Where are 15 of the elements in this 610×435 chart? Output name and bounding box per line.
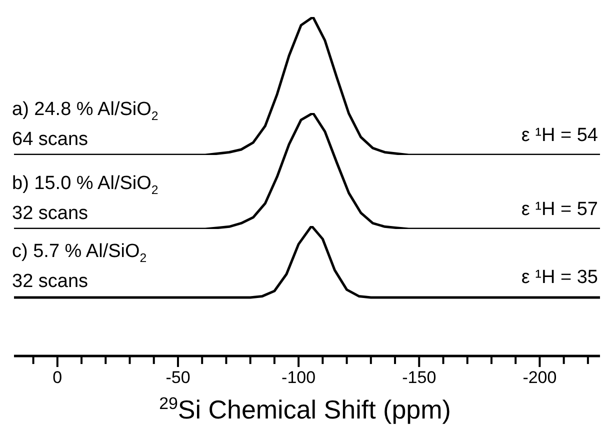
- annotation: a) 24.8 % Al/SiO$_{2}$: [12, 98, 158, 125]
- annotation: c) 5.7 % Al/SiO$_{2}$: [12, 240, 147, 267]
- annotation: 32 scans: [12, 202, 90, 225]
- annotation: 32 scans: [12, 270, 90, 293]
- x-axis-title: $^{29}$Si Chemical Shift (ppm): [158, 394, 452, 426]
- x-tick-label: -150: [402, 368, 436, 388]
- x-tick-label: -200: [522, 368, 557, 388]
- annotation: ε ¹H = 57: [521, 199, 598, 221]
- annotation: ε ¹H = 54: [521, 125, 598, 147]
- x-tick-label: -50: [166, 368, 190, 388]
- annotation: ε ¹H = 35: [521, 267, 598, 289]
- x-tick-label: 0: [52, 368, 62, 388]
- annotation: b) 15.0 % Al/SiO$_{2}$: [12, 172, 158, 199]
- annotation: 64 scans: [12, 128, 90, 151]
- x-tick-label: -100: [282, 368, 316, 388]
